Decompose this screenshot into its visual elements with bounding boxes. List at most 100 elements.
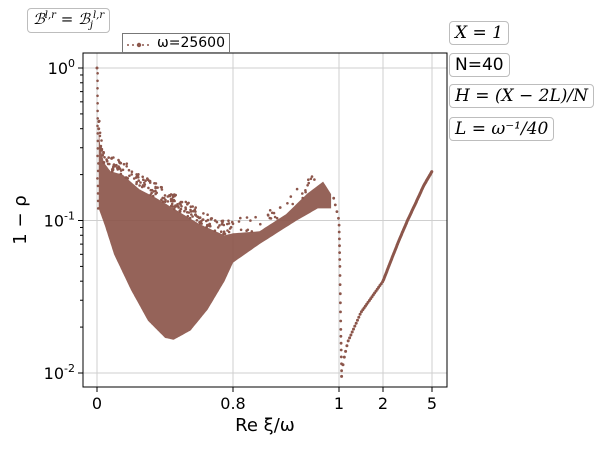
data-point [95,66,99,70]
scatter-cloud [98,128,332,340]
data-point [348,336,352,340]
data-point [313,178,316,181]
x-tick-label: 2 [378,394,388,413]
data-point [278,206,282,209]
data-point [222,230,226,233]
data-point [245,229,248,232]
data-point [206,223,209,227]
data-point [110,157,113,160]
y-tick-label: 10-2 [44,362,75,383]
data-point [112,163,116,166]
data-point [170,204,173,208]
data-point [198,220,201,224]
annotation-n: N=40 [449,53,510,77]
data-point [344,349,348,353]
data-point [357,315,361,319]
data-point [295,187,299,191]
data-point [190,213,193,216]
data-point [139,181,142,184]
data-point [102,161,106,164]
data-point [186,214,190,218]
data-point [216,226,220,229]
data-point [119,172,123,176]
data-point [341,363,345,367]
data-point [339,310,342,314]
x-tick-label: 0.8 [220,394,245,413]
data-point [160,188,164,191]
data-point [96,102,99,105]
data-point [117,158,120,162]
data-point [194,213,197,216]
legend: ω=25600 [122,33,230,53]
data-point [352,327,355,331]
data-point [206,213,209,216]
data-point [239,216,242,220]
data-point [178,209,181,212]
data-point [150,191,153,195]
data-point [332,196,336,200]
data-point [96,192,100,195]
data-point [304,189,307,192]
data-point [144,179,147,182]
data-point [96,154,99,158]
data-point [96,132,99,135]
data-point [183,209,186,213]
data-point [249,219,252,222]
data-point [180,200,184,204]
data-point [339,348,343,352]
legend-marker [125,38,153,48]
data-point [227,219,230,222]
data-point [349,333,353,337]
data-point [122,162,126,166]
data-point [98,146,102,150]
data-point [193,208,197,211]
data-point [173,194,176,198]
data-point [137,179,140,182]
data-point [173,199,176,203]
data-point [339,328,343,331]
data-point [194,206,197,209]
data-point [213,229,217,232]
x-tick-label: 0 [92,394,102,413]
data-point [156,186,159,189]
data-point [96,199,100,203]
annotation-l: L = ω⁻¹/40 [449,117,555,141]
data-point [342,355,346,359]
data-point [143,181,146,185]
data-point [259,222,262,226]
data-point [102,151,105,154]
data-point [119,161,122,165]
data-point [138,184,141,187]
data-point [106,162,110,166]
x-axis-label: Re ξ/ω [235,415,295,436]
data-point [358,312,362,316]
data-point [338,283,342,286]
data-point [198,216,202,219]
data-point [339,334,343,338]
data-point [196,215,199,218]
data-point [268,209,272,212]
data-point [134,176,138,179]
data-point [137,173,140,176]
data-point [179,203,182,206]
data-point [135,182,138,186]
data-point [105,159,109,163]
data-point [245,216,249,219]
data-point [170,197,174,201]
data-point [118,167,122,171]
data-point [338,292,342,296]
data-point [430,170,434,174]
data-point [220,219,224,223]
data-point [97,162,100,165]
data-point [96,169,100,173]
data-point [137,176,140,179]
data-point [163,194,167,197]
data-point [337,223,341,227]
data-point [205,219,208,223]
data-point [168,194,171,197]
data-point [269,217,273,220]
data-point [231,220,234,224]
data-point [209,224,212,228]
data-point [184,200,188,204]
